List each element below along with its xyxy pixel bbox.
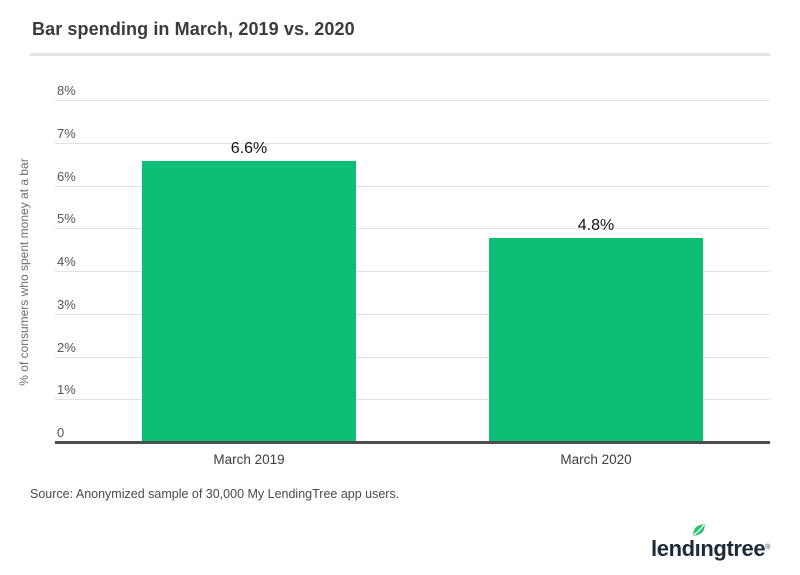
y-tick-label: 2% bbox=[57, 339, 76, 355]
gridline bbox=[55, 399, 770, 401]
x-axis-baseline bbox=[55, 441, 770, 444]
chart-title: Bar spending in March, 2019 vs. 2020 bbox=[32, 19, 355, 39]
y-tick-label: 8% bbox=[57, 83, 76, 98]
y-tick-label: 4% bbox=[57, 254, 76, 269]
title-divider bbox=[30, 53, 770, 56]
x-category-label: March 2020 bbox=[560, 452, 632, 467]
gridline bbox=[55, 228, 770, 230]
logo-letter-i: ı bbox=[692, 524, 705, 561]
bar-march-2019 bbox=[142, 160, 356, 443]
y-tick-label: 0 bbox=[57, 425, 65, 440]
logo-text-after: ngtree bbox=[700, 536, 766, 561]
logo-text-before: lend bbox=[651, 536, 695, 561]
y-tick-label: 5% bbox=[57, 211, 76, 227]
lendingtree-logo: lendı ngtree® bbox=[651, 524, 770, 561]
gridline bbox=[55, 185, 770, 187]
y-tick-label: 7% bbox=[57, 125, 76, 141]
registered-mark: ® bbox=[765, 544, 770, 551]
x-category-label: March 2019 bbox=[213, 452, 285, 467]
gridline bbox=[55, 356, 770, 358]
plot-area: % of consumers who spent money at a bar … bbox=[17, 84, 770, 467]
y-tick-label: 6% bbox=[57, 168, 76, 184]
bar-value-label: 6.6% bbox=[230, 139, 268, 157]
leaf-icon bbox=[692, 524, 705, 536]
bar-value-label: 4.8% bbox=[577, 216, 615, 234]
source-note: Source: Anonymized sample of 30,000 My L… bbox=[30, 487, 400, 501]
y-tick-label: 1% bbox=[57, 382, 76, 398]
y-axis-title: % of consumers who spent money at a bar bbox=[17, 158, 31, 386]
gridline bbox=[55, 142, 770, 144]
gridline bbox=[55, 100, 770, 101]
gridline bbox=[55, 271, 770, 272]
gridline bbox=[55, 313, 770, 315]
bar-march-2020 bbox=[489, 237, 703, 443]
y-tick-label: 3% bbox=[57, 296, 76, 312]
